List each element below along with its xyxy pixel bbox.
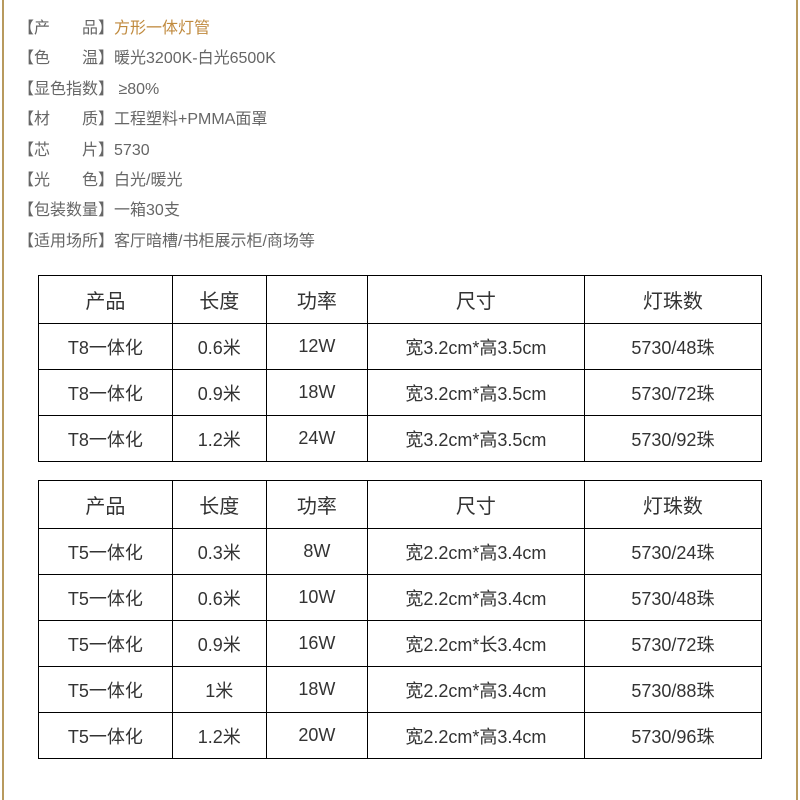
table-cell: 18W bbox=[266, 667, 367, 713]
table-row: T5一体化1米18W宽2.2cm*高3.4cm5730/88珠 bbox=[39, 667, 762, 713]
spec-label: 【色 温】 bbox=[18, 44, 114, 74]
table-cell: 宽3.2cm*高3.5cm bbox=[367, 324, 584, 370]
table-cell: 5730/88珠 bbox=[584, 667, 761, 713]
tables-wrapper: 产品长度功率尺寸灯珠数T8一体化0.6米12W宽3.2cm*高3.5cm5730… bbox=[18, 275, 782, 759]
table-cell: T5一体化 bbox=[39, 667, 173, 713]
table-row: T8一体化0.6米12W宽3.2cm*高3.5cm5730/48珠 bbox=[39, 324, 762, 370]
spec-value: 方形一体灯管 bbox=[114, 14, 210, 44]
spec-row: 【材 质】工程塑料+PMMA面罩 bbox=[18, 105, 782, 135]
spec-label: 【包装数量】 bbox=[18, 196, 114, 226]
table-cell: 宽2.2cm*高3.4cm bbox=[367, 713, 584, 759]
spec-value: 客厅暗槽/书柜展示柜/商场等 bbox=[114, 227, 315, 257]
table-cell: T5一体化 bbox=[39, 713, 173, 759]
table-header-row: 产品长度功率尺寸灯珠数 bbox=[39, 276, 762, 324]
table-cell: 0.6米 bbox=[172, 324, 266, 370]
table-header-cell: 尺寸 bbox=[367, 481, 584, 529]
table-cell: T8一体化 bbox=[39, 324, 173, 370]
table-cell: 1.2米 bbox=[172, 713, 266, 759]
spec-label: 【芯 片】 bbox=[18, 136, 114, 166]
table-header-cell: 灯珠数 bbox=[584, 276, 761, 324]
table-header-row: 产品长度功率尺寸灯珠数 bbox=[39, 481, 762, 529]
spec-value: 白光/暖光 bbox=[114, 166, 182, 196]
table-cell: 24W bbox=[266, 416, 367, 462]
spec-row: 【适用场所】客厅暗槽/书柜展示柜/商场等 bbox=[18, 227, 782, 257]
table-cell: 8W bbox=[266, 529, 367, 575]
table-header-cell: 尺寸 bbox=[367, 276, 584, 324]
table-cell: 宽3.2cm*高3.5cm bbox=[367, 370, 584, 416]
table-header-cell: 灯珠数 bbox=[584, 481, 761, 529]
table-cell: 5730/96珠 bbox=[584, 713, 761, 759]
table-cell: 12W bbox=[266, 324, 367, 370]
table-cell: 20W bbox=[266, 713, 367, 759]
spec-value: ≥80% bbox=[114, 75, 159, 105]
table-cell: 0.9米 bbox=[172, 621, 266, 667]
spec-label: 【光 色】 bbox=[18, 166, 114, 196]
table-row: T5一体化0.3米8W宽2.2cm*高3.4cm5730/24珠 bbox=[39, 529, 762, 575]
spec-value: 暖光3200K-白光6500K bbox=[114, 44, 276, 74]
table-cell: 宽2.2cm*高3.4cm bbox=[367, 575, 584, 621]
table-header-cell: 产品 bbox=[39, 481, 173, 529]
table-cell: 宽2.2cm*长3.4cm bbox=[367, 621, 584, 667]
spec-table-t5: 产品长度功率尺寸灯珠数T5一体化0.3米8W宽2.2cm*高3.4cm5730/… bbox=[38, 480, 762, 759]
table-cell: T5一体化 bbox=[39, 529, 173, 575]
table-row: T8一体化1.2米24W宽3.2cm*高3.5cm5730/92珠 bbox=[39, 416, 762, 462]
table-header-cell: 功率 bbox=[266, 276, 367, 324]
table-cell: 宽2.2cm*高3.4cm bbox=[367, 667, 584, 713]
spec-label: 【适用场所】 bbox=[18, 227, 114, 257]
table-cell: 5730/24珠 bbox=[584, 529, 761, 575]
spec-label: 【材 质】 bbox=[18, 105, 114, 135]
table-header-cell: 功率 bbox=[266, 481, 367, 529]
table-cell: 5730/48珠 bbox=[584, 575, 761, 621]
spec-value: 一箱30支 bbox=[114, 196, 180, 226]
spec-row: 【光 色】白光/暖光 bbox=[18, 166, 782, 196]
table-cell: 1米 bbox=[172, 667, 266, 713]
table-cell: T5一体化 bbox=[39, 621, 173, 667]
table-cell: 16W bbox=[266, 621, 367, 667]
table-cell: 10W bbox=[266, 575, 367, 621]
table-cell: 1.2米 bbox=[172, 416, 266, 462]
table-header-cell: 长度 bbox=[172, 481, 266, 529]
table-header-cell: 产品 bbox=[39, 276, 173, 324]
table-row: T5一体化0.6米10W宽2.2cm*高3.4cm5730/48珠 bbox=[39, 575, 762, 621]
table-cell: 5730/72珠 bbox=[584, 621, 761, 667]
table-header-cell: 长度 bbox=[172, 276, 266, 324]
table-cell: T8一体化 bbox=[39, 416, 173, 462]
spec-table-t8: 产品长度功率尺寸灯珠数T8一体化0.6米12W宽3.2cm*高3.5cm5730… bbox=[38, 275, 762, 462]
spec-row: 【显色指数】 ≥80% bbox=[18, 75, 782, 105]
table-cell: T8一体化 bbox=[39, 370, 173, 416]
spec-row: 【芯 片】5730 bbox=[18, 136, 782, 166]
table-row: T8一体化0.9米18W宽3.2cm*高3.5cm5730/72珠 bbox=[39, 370, 762, 416]
spec-row: 【包装数量】一箱30支 bbox=[18, 196, 782, 226]
spec-list: 【产 品】方形一体灯管【色 温】暖光3200K-白光6500K【显色指数】 ≥8… bbox=[18, 14, 782, 257]
table-cell: 5730/92珠 bbox=[584, 416, 761, 462]
spec-value: 5730 bbox=[114, 136, 150, 166]
spec-value: 工程塑料+PMMA面罩 bbox=[114, 105, 267, 135]
table-cell: 宽3.2cm*高3.5cm bbox=[367, 416, 584, 462]
spec-row: 【色 温】暖光3200K-白光6500K bbox=[18, 44, 782, 74]
table-cell: 0.6米 bbox=[172, 575, 266, 621]
table-row: T5一体化1.2米20W宽2.2cm*高3.4cm5730/96珠 bbox=[39, 713, 762, 759]
spec-label: 【显色指数】 bbox=[18, 75, 114, 105]
table-cell: 5730/72珠 bbox=[584, 370, 761, 416]
table-cell: 宽2.2cm*高3.4cm bbox=[367, 529, 584, 575]
table-cell: 0.9米 bbox=[172, 370, 266, 416]
table-row: T5一体化0.9米16W宽2.2cm*长3.4cm5730/72珠 bbox=[39, 621, 762, 667]
table-cell: T5一体化 bbox=[39, 575, 173, 621]
spec-label: 【产 品】 bbox=[18, 14, 114, 44]
spec-row: 【产 品】方形一体灯管 bbox=[18, 14, 782, 44]
table-cell: 5730/48珠 bbox=[584, 324, 761, 370]
table-cell: 0.3米 bbox=[172, 529, 266, 575]
content-area: 【产 品】方形一体灯管【色 温】暖光3200K-白光6500K【显色指数】 ≥8… bbox=[4, 0, 796, 759]
table-cell: 18W bbox=[266, 370, 367, 416]
page-frame: 【产 品】方形一体灯管【色 温】暖光3200K-白光6500K【显色指数】 ≥8… bbox=[2, 0, 798, 800]
